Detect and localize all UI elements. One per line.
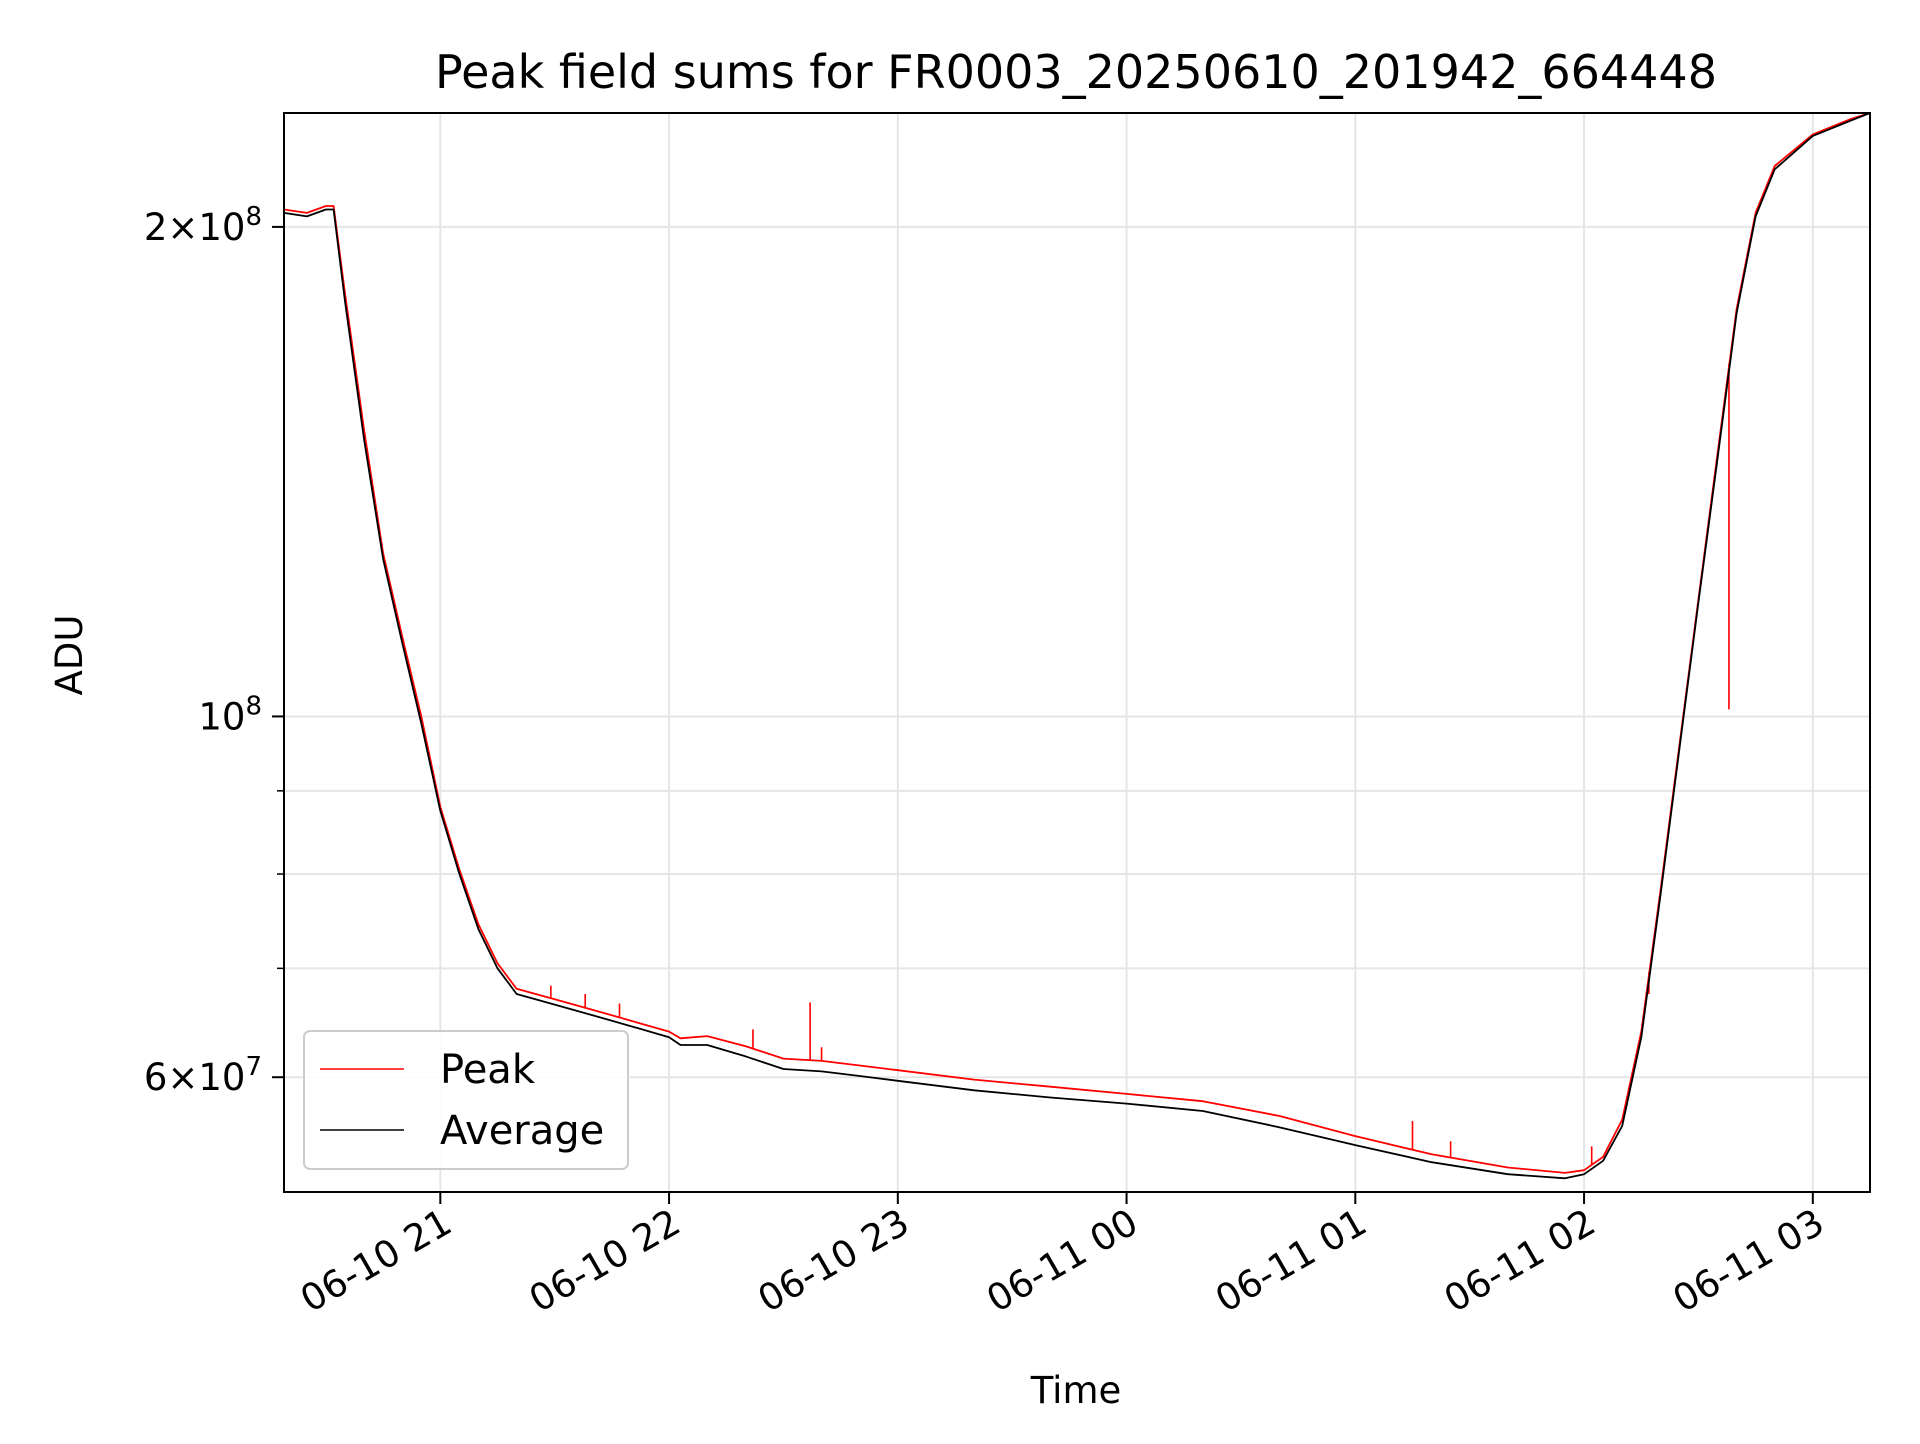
- plot-frame: [283, 112, 1871, 1193]
- y-tick-label: 6×107: [144, 1052, 262, 1099]
- y-axis-label: ADU: [48, 615, 91, 696]
- legend-box: [303, 1030, 629, 1170]
- grid: [284, 113, 1870, 1192]
- series-layer: [283, 112, 1871, 1180]
- legend: Peak Average: [303, 1030, 629, 1170]
- y-tick-label: 108: [198, 691, 262, 738]
- y-tick-label: 2×108: [144, 202, 262, 249]
- x-axis-label: Time: [1030, 1369, 1122, 1412]
- x-axis: 06-10 21 06-10 22 06-10 23 06-11 00 06-11 01…: [293, 1192, 1831, 1321]
- x-tick-label: 06-10 22: [522, 1201, 688, 1321]
- x-tick-label: 06-10 23: [751, 1201, 917, 1321]
- x-tick-label: 06-11 01: [1208, 1201, 1374, 1321]
- y-axis: 2×108 108 6×107: [144, 202, 284, 1099]
- legend-label-average: Average: [440, 1108, 604, 1154]
- series-line-average: [283, 112, 1871, 1180]
- x-tick-label: 06-11 03: [1666, 1201, 1832, 1321]
- chart-title: Peak field sums for FR0003_20250610_2019…: [435, 45, 1717, 99]
- legend-label-peak: Peak: [440, 1047, 536, 1093]
- series-line-peak: [283, 112, 1871, 1174]
- x-tick-label: 06-11 02: [1437, 1201, 1603, 1321]
- x-tick-label: 06-10 21: [293, 1201, 459, 1321]
- x-tick-label: 06-11 00: [979, 1201, 1145, 1321]
